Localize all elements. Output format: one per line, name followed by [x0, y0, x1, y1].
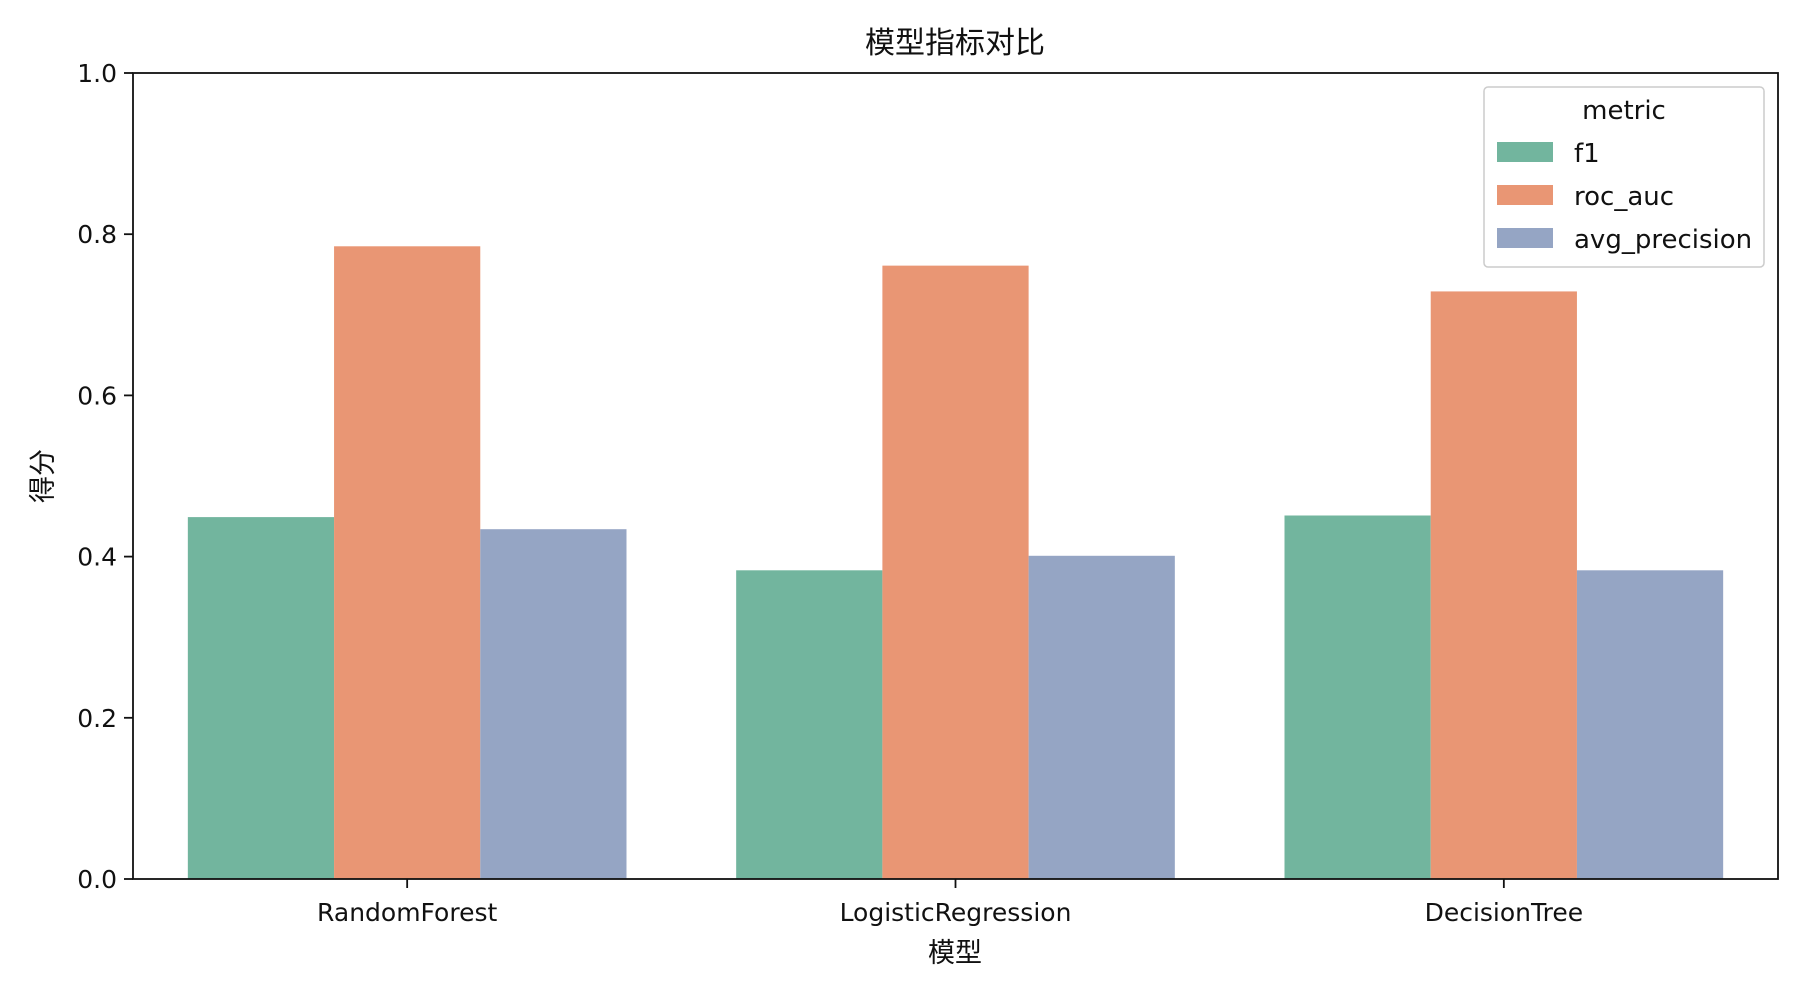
bar-avg_precision-DecisionTree: [1576, 570, 1724, 879]
bar-roc_auc-DecisionTree: [1430, 291, 1577, 879]
y-tick-label: 0.2: [77, 704, 117, 733]
legend-frame: [1483, 86, 1765, 268]
bar-f1-LogisticRegression: [736, 570, 883, 879]
x-axis-label: 模型: [928, 938, 982, 969]
y-axis: 0.0 0.2 0.4 0.6 0.8 1.0: [77, 59, 133, 894]
bar-roc_auc-RandomForest: [334, 246, 481, 880]
legend-swatch-roc_auc: [1497, 185, 1553, 205]
x-tick-label: LogisticRegression: [840, 898, 1072, 927]
legend-label-avg_precision: avg_precision: [1574, 225, 1752, 255]
y-tick-label: 0.8: [77, 220, 117, 249]
y-tick-label: 0.0: [77, 865, 117, 894]
y-tick-label: 0.6: [77, 381, 117, 410]
x-tick-label: RandomForest: [317, 898, 497, 927]
y-tick-label: 1.0: [77, 59, 117, 88]
bar-f1-DecisionTree: [1284, 515, 1431, 879]
bar-roc_auc-LogisticRegression: [882, 265, 1029, 879]
legend-label-f1: f1: [1574, 139, 1600, 169]
legend-items: f1 roc_auc avg_precision: [1497, 139, 1752, 255]
plot-area: [187, 246, 1724, 880]
x-tick-label: DecisionTree: [1425, 898, 1584, 927]
legend-swatch-avg_precision: [1497, 228, 1553, 248]
x-axis: RandomForest LogisticRegression DecisionTr…: [317, 879, 1583, 927]
bar-avg_precision-LogisticRegression: [1028, 555, 1175, 879]
legend-title: metric: [1582, 96, 1666, 126]
chart-title: 模型指标对比: [865, 26, 1045, 61]
bar-avg_precision-RandomForest: [480, 529, 627, 879]
y-tick-label: 0.4: [77, 543, 117, 572]
legend: metric f1 roc_auc avg_precision: [1483, 86, 1765, 268]
bar-f1-RandomForest: [187, 517, 335, 879]
legend-label-roc_auc: roc_auc: [1574, 182, 1674, 212]
y-axis-label: 得分: [28, 449, 59, 503]
legend-swatch-f1: [1497, 142, 1553, 162]
